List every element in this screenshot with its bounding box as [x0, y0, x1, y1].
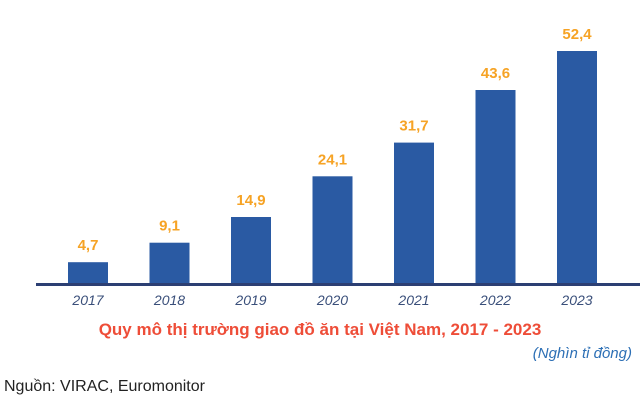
x-tick-2021: 2021: [397, 292, 429, 308]
bar-2018: [149, 242, 190, 283]
bar-chart: 4,79,114,924,131,743,652,4 2017 2018 2019 2…: [36, 26, 640, 308]
data-label-2018: 9,1: [159, 218, 180, 235]
data-label-2021: 31,7: [399, 118, 428, 135]
x-tick-2023: 2023: [560, 292, 592, 308]
x-tick-labels-group: 2017 2018 2019 2020 2021 2022 2023: [71, 292, 592, 308]
bars-group: [68, 51, 597, 283]
bar-2019: [231, 217, 271, 283]
data-label-2017: 4,7: [78, 237, 99, 254]
bar-2022: [475, 90, 516, 283]
bar-2017: [68, 262, 108, 283]
x-tick-2020: 2020: [316, 292, 348, 308]
data-label-2020: 24,1: [318, 151, 347, 168]
bar-2020: [312, 176, 353, 283]
bar-2023: [557, 51, 597, 283]
chart-unit: (Nghìn tỉ đồng): [532, 345, 632, 362]
source-note: Nguồn: VIRAC, Euromonitor: [4, 378, 205, 395]
bar-2021: [394, 142, 434, 283]
chart-title: Quy mô thị trường giao đồ ăn tại Việt Na…: [98, 320, 542, 339]
data-label-2019: 14,9: [236, 192, 265, 209]
x-tick-2017: 2017: [71, 292, 104, 308]
x-axis-line: [36, 283, 640, 286]
data-label-2023: 52,4: [562, 26, 592, 43]
x-tick-2022: 2022: [479, 292, 511, 308]
data-label-2022: 43,6: [481, 65, 510, 82]
data-labels-group: 4,7 9,1 14,9 24,1 31,7 43,6 52,4: [78, 26, 593, 254]
x-tick-2018: 2018: [153, 292, 185, 308]
x-tick-2019: 2019: [234, 292, 266, 308]
